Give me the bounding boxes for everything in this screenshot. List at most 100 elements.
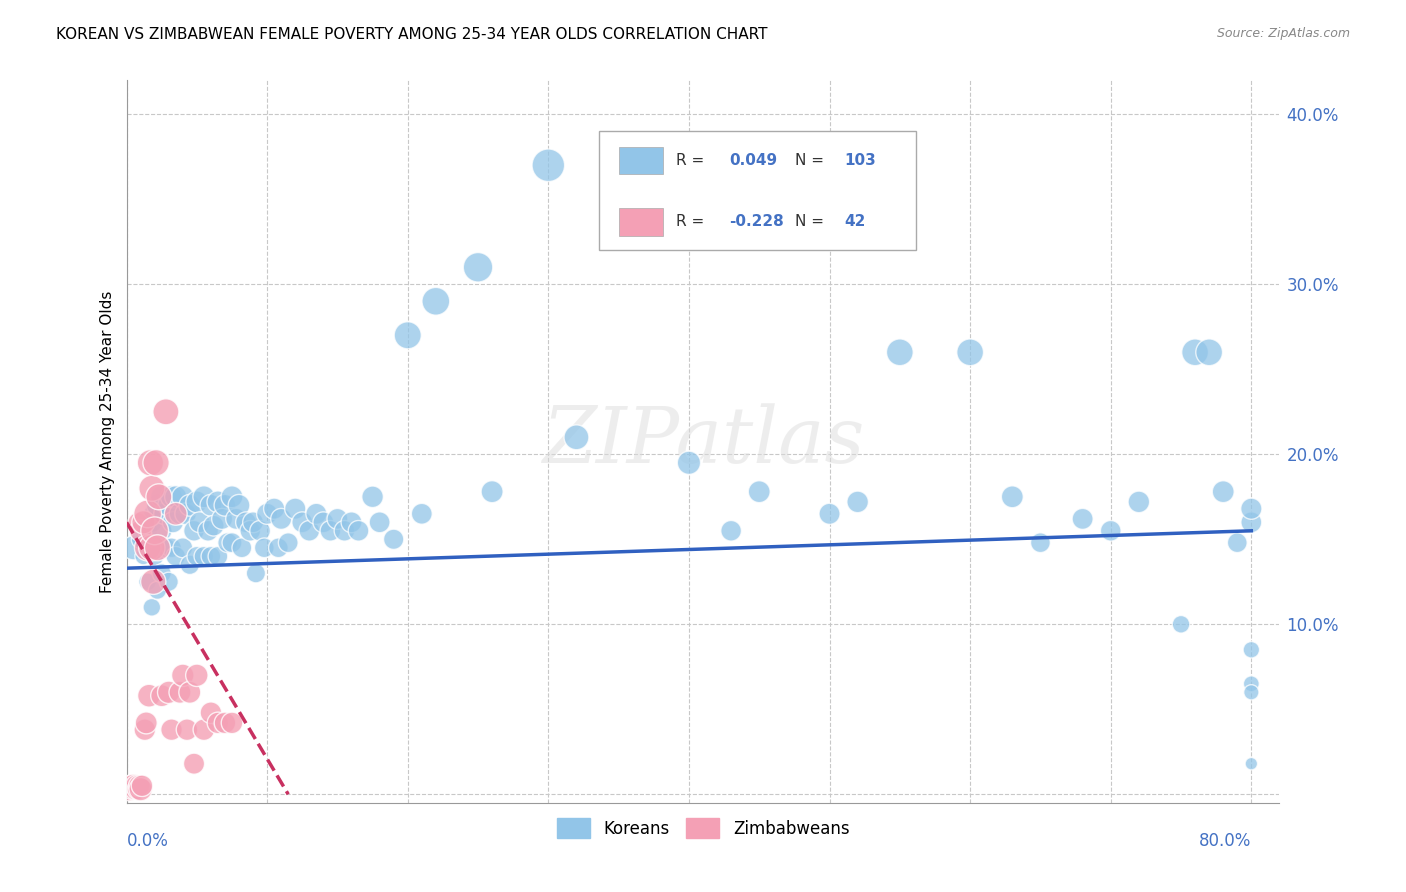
Point bbox=[1240, 756, 1263, 771]
Point bbox=[1071, 512, 1094, 526]
Point bbox=[361, 490, 384, 504]
Point bbox=[136, 507, 159, 521]
Point bbox=[155, 541, 177, 555]
Point bbox=[197, 524, 219, 538]
Point bbox=[748, 484, 770, 499]
Point bbox=[678, 456, 700, 470]
Point bbox=[298, 524, 321, 538]
Point bbox=[179, 558, 201, 572]
Point bbox=[1240, 516, 1263, 530]
FancyBboxPatch shape bbox=[599, 131, 917, 250]
Point bbox=[270, 512, 292, 526]
Point bbox=[124, 782, 146, 797]
Point bbox=[333, 524, 356, 538]
Point bbox=[146, 583, 169, 598]
Point bbox=[818, 507, 841, 521]
Point bbox=[165, 490, 187, 504]
Point bbox=[121, 782, 143, 797]
Point bbox=[186, 549, 208, 564]
Point bbox=[160, 490, 183, 504]
Point bbox=[141, 541, 163, 555]
Point bbox=[221, 490, 243, 504]
Y-axis label: Female Poverty Among 25-34 Year Olds: Female Poverty Among 25-34 Year Olds bbox=[100, 291, 115, 592]
Point bbox=[160, 541, 183, 555]
Point bbox=[122, 541, 145, 555]
Point bbox=[193, 490, 215, 504]
Point bbox=[120, 779, 142, 793]
Point bbox=[174, 507, 197, 521]
Point bbox=[1240, 685, 1263, 699]
Point bbox=[207, 495, 229, 509]
Point bbox=[239, 524, 262, 538]
Point bbox=[207, 549, 229, 564]
Text: 0.0%: 0.0% bbox=[127, 831, 169, 850]
Point bbox=[225, 512, 247, 526]
Point bbox=[228, 498, 250, 512]
Point bbox=[1240, 501, 1263, 516]
Point bbox=[136, 541, 159, 555]
Point bbox=[1170, 617, 1192, 632]
Point bbox=[207, 715, 229, 730]
Point bbox=[160, 723, 183, 737]
Point bbox=[396, 328, 419, 343]
Point bbox=[1240, 677, 1263, 691]
Point bbox=[145, 456, 167, 470]
Point bbox=[143, 507, 166, 521]
Point bbox=[122, 779, 145, 793]
Point bbox=[1212, 484, 1234, 499]
Point bbox=[134, 723, 156, 737]
Point bbox=[146, 541, 169, 555]
Point bbox=[1001, 490, 1024, 504]
Point bbox=[183, 524, 205, 538]
Point bbox=[1240, 642, 1263, 657]
Point bbox=[127, 516, 149, 530]
Point bbox=[183, 756, 205, 771]
Point bbox=[1198, 345, 1220, 359]
Text: 80.0%: 80.0% bbox=[1199, 831, 1251, 850]
Point bbox=[221, 715, 243, 730]
Point bbox=[253, 541, 276, 555]
Point bbox=[221, 535, 243, 549]
Point bbox=[214, 498, 236, 512]
Text: N =: N = bbox=[796, 153, 830, 168]
Point bbox=[537, 158, 560, 172]
Point bbox=[148, 490, 170, 504]
Point bbox=[340, 516, 363, 530]
Point bbox=[179, 498, 201, 512]
Text: 0.049: 0.049 bbox=[730, 153, 778, 168]
Point bbox=[129, 533, 152, 547]
Text: R =: R = bbox=[676, 153, 710, 168]
Point bbox=[846, 495, 869, 509]
Point bbox=[135, 715, 157, 730]
Point bbox=[411, 507, 433, 521]
Point bbox=[1128, 495, 1150, 509]
Point bbox=[141, 516, 163, 530]
Point bbox=[193, 723, 215, 737]
Point bbox=[118, 782, 141, 797]
Point bbox=[242, 516, 264, 530]
Point bbox=[263, 501, 285, 516]
Point bbox=[188, 516, 211, 530]
Point bbox=[312, 516, 335, 530]
Point bbox=[150, 689, 173, 703]
Point bbox=[200, 549, 222, 564]
Point bbox=[169, 507, 191, 521]
Point bbox=[235, 516, 257, 530]
Point bbox=[249, 524, 271, 538]
Point bbox=[131, 779, 153, 793]
Text: 42: 42 bbox=[845, 214, 866, 229]
Text: -0.228: -0.228 bbox=[730, 214, 785, 229]
Point bbox=[132, 516, 155, 530]
Text: KOREAN VS ZIMBABWEAN FEMALE POVERTY AMONG 25-34 YEAR OLDS CORRELATION CHART: KOREAN VS ZIMBABWEAN FEMALE POVERTY AMON… bbox=[56, 27, 768, 42]
Point bbox=[231, 541, 253, 555]
Text: Source: ZipAtlas.com: Source: ZipAtlas.com bbox=[1216, 27, 1350, 40]
Point bbox=[136, 524, 159, 538]
Point bbox=[1099, 524, 1122, 538]
Point bbox=[186, 495, 208, 509]
Point bbox=[217, 535, 239, 549]
Point bbox=[129, 782, 152, 797]
Point bbox=[155, 405, 177, 419]
Point bbox=[165, 507, 187, 521]
Point bbox=[291, 516, 314, 530]
Point bbox=[565, 430, 588, 444]
